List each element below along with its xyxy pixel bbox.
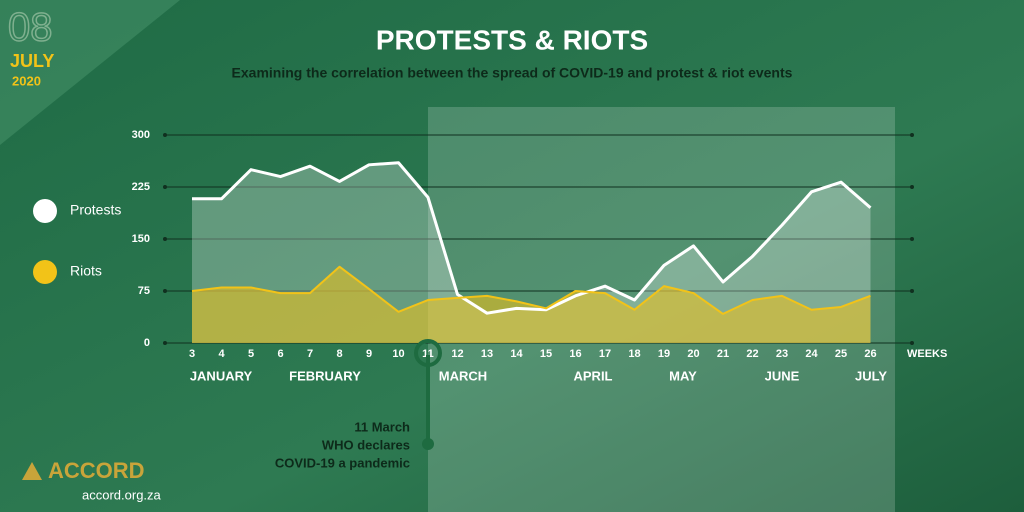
x-tick-label: 4 [218,348,225,360]
grid-end-dot [163,185,167,189]
x-tick-label: 8 [336,348,342,360]
legend-marker [33,260,57,284]
x-tick-label: 6 [277,348,283,360]
x-tick-label: 15 [540,348,552,360]
legend-label: Riots [70,263,102,279]
x-tick-label: 14 [510,348,523,360]
grid-end-dot [910,289,914,293]
brand: ACCORD accord.org.za [22,458,162,502]
grid-end-dot [910,237,914,241]
x-tick-label: 10 [392,348,404,360]
series-line [192,161,872,315]
month-label: JUNE [765,368,800,383]
x-tick-label: 12 [451,348,463,360]
x-tick-label: 9 [366,348,372,360]
x-tick-label: 3 [189,348,195,360]
grid-end-dot [910,133,914,137]
x-tick-label: 13 [481,348,493,360]
annotation-text: COVID-19 a pandemic [275,455,410,470]
x-axis-label: WEEKS [907,348,947,360]
x-tick-label: 16 [569,348,581,360]
month-label: FEBRUARY [289,368,361,383]
series-line [191,265,871,315]
grid-end-dot [163,289,167,293]
x-tick-label: 25 [835,348,847,360]
y-tick-label: 225 [132,181,150,193]
y-tick-label: 150 [132,233,150,245]
brand-url: accord.org.za [82,487,162,502]
x-tick-label: 20 [687,348,699,360]
x-tick-label: 11 [422,348,434,360]
annotation-text: WHO declares [322,437,410,452]
x-tick-label: 21 [717,348,729,360]
x-tick-label: 24 [805,348,818,360]
grid-end-dot [163,341,167,345]
x-tick-label: 22 [746,348,758,360]
grid-end-dot [163,133,167,137]
legend-marker [33,199,57,223]
date-year: 2020 [12,73,41,88]
y-tick-label: 300 [132,129,150,141]
brand-logo [22,462,42,480]
legend-label: Protests [70,202,121,218]
month-label: MARCH [439,368,487,383]
brand-name: ACCORD [48,458,145,483]
annotation-text: 11 March [354,419,410,434]
month-label: MAY [669,368,697,383]
month-label: JULY [855,368,887,383]
x-tick-label: 23 [776,348,788,360]
y-tick-label: 0 [144,337,150,349]
month-label: APRIL [574,368,613,383]
grid-end-dot [163,237,167,241]
grid-end-dot [910,341,914,345]
x-tick-label: 18 [628,348,640,360]
annotation-ring [414,339,442,367]
date-day: 08 [8,6,53,50]
y-tick-label: 75 [138,285,150,297]
chart-subtitle: Examining the correlation between the sp… [232,65,793,81]
month-label: JANUARY [190,368,253,383]
x-tick-label: 26 [864,348,876,360]
x-tick-label: 7 [307,348,313,360]
grid-end-dot [910,185,914,189]
annotation-dot [422,438,434,450]
x-tick-label: 5 [248,348,254,360]
corner-panel [0,0,180,145]
x-tick-label: 19 [658,348,670,360]
chart-title: PROTESTS & RIOTS [376,24,648,55]
x-tick-label: 17 [599,348,611,360]
date-month: JULY [10,51,54,71]
